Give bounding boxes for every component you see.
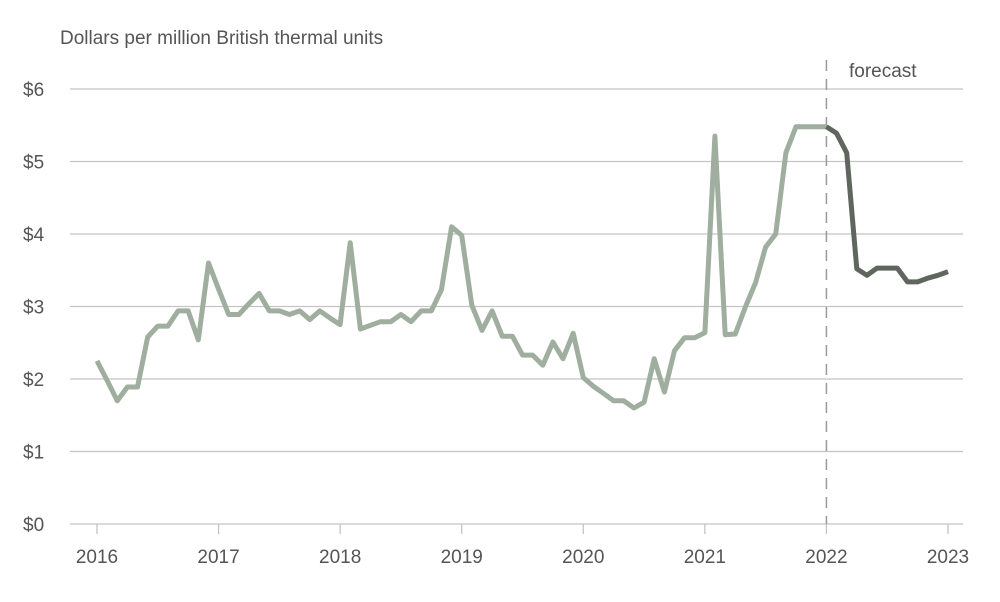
y-tick-label: $5: [23, 153, 44, 174]
y-tick-label: $2: [23, 370, 44, 391]
y-tick-label: $0: [23, 515, 44, 536]
x-tick-label: 2019: [441, 547, 483, 568]
series-line-forecast: [825, 124, 949, 285]
x-tick-label: 2018: [319, 547, 361, 568]
y-tick-label: $3: [23, 298, 44, 319]
x-tick-label: 2020: [562, 547, 604, 568]
forecast-label: forecast: [849, 61, 917, 82]
y-tick-label: $6: [23, 80, 44, 101]
x-tick-label: 2017: [197, 547, 239, 568]
y-tick-label: $1: [23, 443, 44, 464]
x-tick-label: 2022: [805, 547, 847, 568]
y-axis-unit-label: Dollars per million British thermal unit…: [60, 28, 384, 49]
x-tick-label: 2016: [76, 547, 118, 568]
y-tick-label: $4: [23, 225, 45, 246]
x-tick-label: 2023: [927, 547, 969, 568]
x-tick-label: 2021: [684, 547, 726, 568]
series-line-historical: [94, 124, 827, 411]
